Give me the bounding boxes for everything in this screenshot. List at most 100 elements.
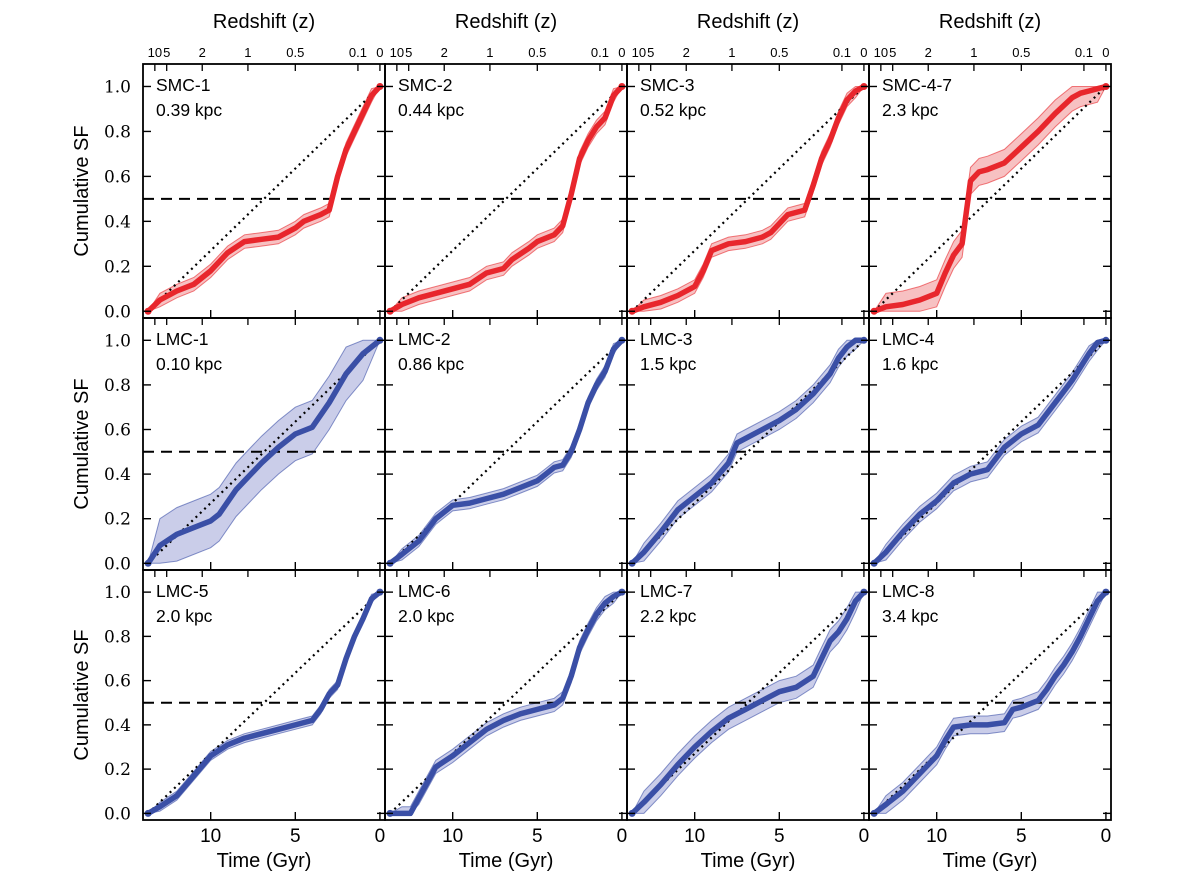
- y-tick-label: 0.0: [104, 302, 131, 322]
- top-axis-label: Redshift (z): [455, 11, 557, 33]
- z-tick-label: 10: [148, 45, 162, 60]
- panel-smc-1: 0.0 0.2 0.4 0.6 0.8 1.0 10 5 2 1 0.5 0.1 0 SMC-1 0.39 …: [104, 45, 386, 322]
- panel-region-label: LMC-7: [640, 581, 693, 601]
- panel-distance-label: 0.10 kpc: [156, 354, 222, 374]
- x-axis-label: Time (Gyr): [701, 850, 796, 872]
- sfh-curve: [145, 83, 383, 315]
- top-axis-label: Redshift (z): [939, 11, 1041, 33]
- z-tick-label: 1: [970, 45, 977, 60]
- panel-region-label: LMC-5: [156, 581, 209, 601]
- y-axis-label: Cumulative SF: [71, 629, 93, 760]
- panel-distance-label: 2.0 kpc: [156, 606, 213, 626]
- sfh-curve: [871, 83, 1109, 315]
- panel-smc-3: 10 5 2 1 0.5 0.1 0 SMC-3 0.52 kpc: [626, 45, 870, 319]
- z-tick-label: 2: [925, 45, 932, 60]
- z-tick-label: 5: [647, 45, 654, 60]
- y-tick-label: 0.6: [104, 421, 131, 441]
- z-tick-label: 2: [683, 45, 690, 60]
- panel-distance-label: 2.0 kpc: [398, 606, 455, 626]
- z-tick-label: 1: [486, 45, 493, 60]
- panel-distance-label: 0.44 kpc: [398, 100, 464, 120]
- x-tick-label: 5: [774, 826, 785, 847]
- y-tick-label: 0.4: [104, 465, 131, 485]
- panel-lmc-4: LMC-4 1.6 kpc: [868, 317, 1112, 571]
- y-tick-label: 0.0: [104, 554, 131, 574]
- z-tick-label: 0.5: [528, 45, 546, 60]
- sfh-curve: [387, 589, 625, 817]
- x-tick-label: 5: [1016, 826, 1027, 847]
- panel-lmc-5: 0.0 0.2 0.4 0.6 0.8 1.0 10 5 0 LMC-5 2.0 kpc: [104, 569, 386, 847]
- top-axis-label: Redshift (z): [697, 11, 799, 33]
- panel-region-label: SMC-2: [398, 75, 452, 95]
- panel-region-label: LMC-3: [640, 329, 693, 349]
- z-tick-label: 5: [163, 45, 170, 60]
- y-tick-label: 0.8: [104, 627, 131, 647]
- x-axis-label: Time (Gyr): [217, 850, 312, 872]
- z-tick-label: 0: [860, 45, 867, 60]
- panel-distance-label: 3.4 kpc: [882, 606, 939, 626]
- z-tick-label: 10: [390, 45, 404, 60]
- panel-distance-label: 2.3 kpc: [882, 100, 939, 120]
- z-tick-label: 0.1: [591, 45, 609, 60]
- z-tick-label: 0: [1102, 45, 1109, 60]
- panel-region-label: LMC-1: [156, 329, 209, 349]
- y-tick-label: 0.6: [104, 672, 131, 692]
- panel-lmc-8: 10 5 0 LMC-8 3.4 kpc: [868, 569, 1112, 847]
- sfh-curve: [387, 83, 625, 315]
- panel-region-label: LMC-8: [882, 581, 935, 601]
- sfh-curve: [145, 337, 383, 567]
- x-tick-label: 0: [375, 826, 386, 847]
- x-axis-label: Time (Gyr): [459, 850, 554, 872]
- x-tick-label: 0: [1101, 826, 1112, 847]
- sfh-curve: [145, 589, 383, 817]
- z-tick-label: 2: [441, 45, 448, 60]
- sfh-curve: [629, 337, 867, 567]
- top-axis-label: Redshift (z): [213, 11, 315, 33]
- y-tick-label: 0.8: [104, 122, 131, 142]
- x-tick-label: 0: [859, 826, 870, 847]
- z-tick-label: 0: [376, 45, 383, 60]
- y-tick-label: 1.0: [104, 77, 131, 97]
- panel-distance-label: 0.86 kpc: [398, 354, 464, 374]
- y-tick-label: 0.0: [104, 804, 131, 824]
- panel-smc-2: 10 5 2 1 0.5 0.1 0 SMC-2 0.44 kpc: [384, 45, 628, 319]
- z-tick-label: 10: [632, 45, 646, 60]
- y-tick-label: 0.4: [104, 716, 131, 736]
- x-tick-label: 5: [532, 826, 543, 847]
- x-axis-label: Time (Gyr): [943, 850, 1038, 872]
- panel-lmc-7: 10 5 0 LMC-7 2.2 kpc: [626, 569, 870, 847]
- panels-layer: 0.00.20.40.60.81.010 5 2 1 0.5 0.1 0SMC-10.39 …: [104, 45, 1112, 847]
- y-tick-label: 0.2: [104, 257, 131, 277]
- panel-region-label: LMC-4: [882, 329, 935, 349]
- y-axis-label: Cumulative SF: [71, 378, 93, 509]
- z-tick-label: 10: [874, 45, 888, 60]
- y-axis-label: Cumulative SF: [71, 125, 93, 256]
- x-tick-label: 5: [290, 826, 301, 847]
- z-tick-label: 5: [889, 45, 896, 60]
- panel-smc-4-7: 10 5 2 1 0.5 0.1 0 SMC-4-7 2.3 kpc: [868, 45, 1112, 319]
- sfh-curve: [387, 337, 625, 567]
- z-tick-label: 0: [618, 45, 625, 60]
- panel-distance-label: 2.2 kpc: [640, 606, 697, 626]
- sfh-curve: [871, 589, 1109, 817]
- z-tick-label: 2: [199, 45, 206, 60]
- z-tick-label: 0.5: [770, 45, 788, 60]
- z-tick-label: 1: [244, 45, 251, 60]
- panel-distance-label: 0.52 kpc: [640, 100, 706, 120]
- panel-region-label: SMC-1: [156, 75, 210, 95]
- panel-lmc-3: LMC-3 1.5 kpc: [626, 317, 870, 571]
- x-tick-label: 10: [926, 826, 947, 847]
- panel-region-label: LMC-2: [398, 329, 451, 349]
- y-tick-label: 1.0: [104, 331, 131, 351]
- panel-distance-label: 0.39 kpc: [156, 100, 222, 120]
- y-tick-label: 0.8: [104, 376, 131, 396]
- y-tick-label: 0.6: [104, 167, 131, 187]
- panel-frame: [868, 569, 1112, 821]
- panel-distance-label: 1.5 kpc: [640, 354, 697, 374]
- panel-lmc-2: LMC-2 0.86 kpc: [384, 317, 628, 571]
- panel-lmc-6: 10 5 0 LMC-6 2.0 kpc: [384, 569, 628, 847]
- z-tick-label: 0.1: [349, 45, 367, 60]
- y-tick-label: 0.2: [104, 510, 131, 530]
- x-tick-label: 0: [617, 826, 628, 847]
